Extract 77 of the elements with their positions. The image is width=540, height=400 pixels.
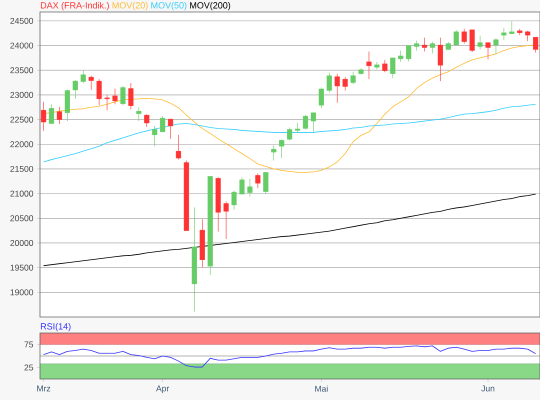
candlestick [120,86,126,106]
candlestick [247,178,252,197]
x-tick-label: Mai [315,386,328,392]
candlestick [326,72,332,93]
candlestick [239,177,245,194]
y-tick-label: 21000 [10,190,34,197]
candlestick [525,30,530,42]
y-tick-label: 24000 [10,42,34,49]
y-tick-label: 23000 [10,92,34,98]
candlestick [287,127,292,141]
candlestick [263,172,268,194]
candlestick [501,27,506,40]
candlestick [302,114,308,130]
candlestick [40,102,46,132]
text: MOV(200) [190,2,230,10]
x-tick-label: Jun [481,386,494,392]
candlestick [334,73,340,104]
x-tick-label: Apr [156,386,170,394]
chart-title: RSI(14) [40,322,71,332]
candlestick [104,94,110,111]
y-tick-label: 19000 [10,289,34,296]
y-tick-label: 19500 [10,264,34,271]
candlestick [160,116,166,132]
y-tick-label: 22000 [10,141,34,148]
y-tick-label: 24500 [10,18,34,24]
candlestick [533,36,538,53]
y-tick-label: 21500 [10,166,34,172]
candlestick [56,106,62,124]
candlestick [478,35,483,50]
candlestick [128,82,134,110]
candlestick [414,40,420,51]
candlestick [152,126,158,147]
candlestick [382,60,388,73]
y-tick-label: 25 [24,364,34,370]
candlestick [231,190,237,210]
candlestick [342,76,348,91]
candlestick [366,51,372,80]
candlestick [72,80,78,100]
candlestick [224,201,229,240]
candlestick [509,21,514,35]
candlestick [112,88,118,105]
text: MOV(20) [112,2,148,10]
candlestick [48,104,54,124]
candlestick [493,38,499,54]
candlestick [454,30,459,46]
y-tick-label: 20000 [10,240,34,246]
text: MOV(50) [151,2,186,10]
candlestick [271,144,276,161]
candlestick [96,78,102,106]
candlestick [390,58,396,78]
candlestick [406,45,412,62]
candlestick [80,70,86,84]
candlestick [462,28,467,44]
candlestick [279,139,284,158]
candlestick [255,173,260,188]
candlestick [88,75,94,90]
candlestick [136,106,142,122]
candlestick [144,114,150,128]
candlestick [422,37,428,52]
candlestick [318,87,324,109]
candlestick [398,50,404,62]
x-tick-label: Mrz [37,386,50,392]
y-tick-label: 75 [24,342,34,348]
candlestick [350,71,356,84]
text: DAX (FRA-Indik.) [40,2,109,10]
candlestick [470,29,475,52]
candlestick [168,118,174,140]
candlestick [438,37,443,82]
candlestick [64,89,70,122]
candlestick [294,122,300,134]
y-tick-label: 22500 [10,116,34,123]
candlestick [485,42,491,60]
y-tick-label: 20500 [10,215,34,222]
candlestick [430,41,436,54]
candlestick [176,134,182,160]
y-tick-label: 23500 [10,67,34,74]
candlestick [310,112,316,133]
